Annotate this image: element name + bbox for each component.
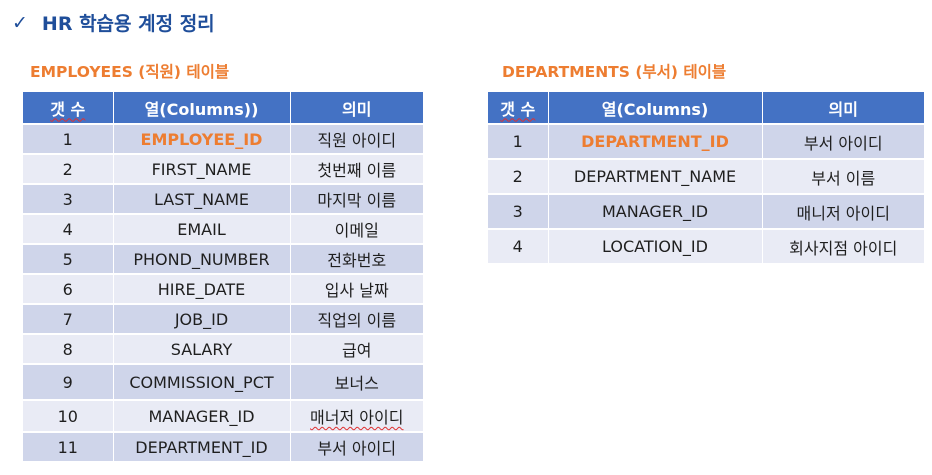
header-meaning: 의미 bbox=[290, 92, 423, 124]
departments-table: 갯 수 열(Columns) 의미 1 DEPARTMENT_ID 부서 아이디… bbox=[488, 92, 924, 263]
row-number: 1 bbox=[23, 123, 114, 154]
page-title: HR 학습용 계정 정리 bbox=[41, 13, 215, 35]
column-meaning: 보너스 bbox=[290, 363, 423, 400]
column-name: PHOND_NUMBER bbox=[113, 243, 291, 274]
column-name: FIRST_NAME bbox=[113, 153, 291, 184]
table-row: 4 EMAIL 이메일 bbox=[23, 213, 423, 244]
table-row: 3 MANAGER_ID 매니저 아이디 bbox=[488, 193, 924, 229]
column-name: DEPARTMENT_NAME bbox=[548, 158, 763, 194]
table-row: 11 DEPARTMENT_ID 부서 아이디 bbox=[23, 431, 423, 461]
row-number: 2 bbox=[23, 153, 114, 184]
column-name: DEPARTMENT_ID bbox=[548, 123, 763, 159]
employees-table-title: EMPLOYEES (직원) 테이블 bbox=[30, 63, 230, 81]
row-number: 4 bbox=[488, 228, 549, 263]
column-meaning: 회사지점 아이디 bbox=[762, 228, 924, 263]
column-meaning: 직업의 이름 bbox=[290, 303, 423, 334]
column-meaning: 부서 이름 bbox=[762, 158, 924, 194]
row-number: 7 bbox=[23, 303, 114, 334]
column-name: SALARY bbox=[113, 333, 291, 364]
column-meaning: 이메일 bbox=[290, 213, 423, 244]
departments-table-title: DEPARTMENTS (부서) 테이블 bbox=[502, 63, 727, 81]
row-number: 11 bbox=[23, 431, 114, 461]
column-name: HIRE_DATE bbox=[113, 273, 291, 304]
column-meaning: 매니저 아이디 bbox=[762, 193, 924, 229]
row-number: 5 bbox=[23, 243, 114, 274]
column-name: MANAGER_ID bbox=[113, 399, 291, 432]
table-row: 1 EMPLOYEE_ID 직원 아이디 bbox=[23, 123, 423, 154]
table-row: 8 SALARY 급여 bbox=[23, 333, 423, 364]
table-row: 7 JOB_ID 직업의 이름 bbox=[23, 303, 423, 334]
row-number: 8 bbox=[23, 333, 114, 364]
header-columns: 열(Columns) bbox=[548, 92, 763, 124]
column-meaning: 입사 날짜 bbox=[290, 273, 423, 304]
column-meaning: 매너저 아이디 bbox=[290, 399, 423, 432]
header-columns: 열(Columns)) bbox=[113, 92, 291, 124]
header-meaning: 의미 bbox=[762, 92, 924, 124]
table-row: 4 LOCATION_ID 회사지점 아이디 bbox=[488, 228, 924, 263]
header-count: 갯 수 bbox=[23, 92, 114, 124]
employees-table: 갯 수 열(Columns)) 의미 1 EMPLOYEE_ID 직원 아이디 … bbox=[23, 92, 423, 461]
table-row: 6 HIRE_DATE 입사 날짜 bbox=[23, 273, 423, 304]
column-meaning: 첫번째 이름 bbox=[290, 153, 423, 184]
table-header-row: 갯 수 열(Columns)) 의미 bbox=[23, 92, 423, 124]
table-row: 3 LAST_NAME 마지막 이름 bbox=[23, 183, 423, 214]
column-meaning: 전화번호 bbox=[290, 243, 423, 274]
column-name: DEPARTMENT_ID bbox=[113, 431, 291, 461]
row-number: 1 bbox=[488, 123, 549, 159]
table-row: 2 FIRST_NAME 첫번째 이름 bbox=[23, 153, 423, 184]
row-number: 6 bbox=[23, 273, 114, 304]
row-number: 4 bbox=[23, 213, 114, 244]
table-row: 2 DEPARTMENT_NAME 부서 이름 bbox=[488, 158, 924, 194]
column-name: LOCATION_ID bbox=[548, 228, 763, 263]
column-name: EMPLOYEE_ID bbox=[113, 123, 291, 154]
table-row: 10 MANAGER_ID 매너저 아이디 bbox=[23, 399, 423, 432]
column-name: MANAGER_ID bbox=[548, 193, 763, 229]
column-name: JOB_ID bbox=[113, 303, 291, 334]
column-meaning: 부서 아이디 bbox=[290, 431, 423, 461]
column-meaning: 부서 아이디 bbox=[762, 123, 924, 159]
row-number: 3 bbox=[23, 183, 114, 214]
header-count: 갯 수 bbox=[488, 92, 549, 124]
checkmark-icon: ✓ bbox=[12, 11, 28, 34]
column-meaning: 직원 아이디 bbox=[290, 123, 423, 154]
column-name: COMMISSION_PCT bbox=[113, 363, 291, 400]
row-number: 10 bbox=[23, 399, 114, 432]
page-heading: ✓ HR 학습용 계정 정리 bbox=[12, 9, 215, 36]
table-row: 1 DEPARTMENT_ID 부서 아이디 bbox=[488, 123, 924, 159]
table-row: 5 PHOND_NUMBER 전화번호 bbox=[23, 243, 423, 274]
row-number: 3 bbox=[488, 193, 549, 229]
column-meaning: 마지막 이름 bbox=[290, 183, 423, 214]
table-header-row: 갯 수 열(Columns) 의미 bbox=[488, 92, 924, 124]
column-name: LAST_NAME bbox=[113, 183, 291, 214]
row-number: 9 bbox=[23, 363, 114, 400]
column-name: EMAIL bbox=[113, 213, 291, 244]
row-number: 2 bbox=[488, 158, 549, 194]
table-row: 9 COMMISSION_PCT 보너스 bbox=[23, 363, 423, 400]
column-meaning: 급여 bbox=[290, 333, 423, 364]
